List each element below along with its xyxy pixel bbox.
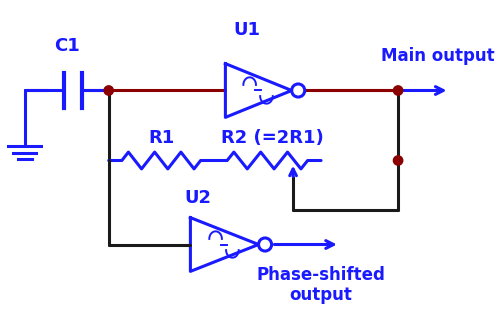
Text: R1: R1 <box>148 129 174 147</box>
Text: Phase-shifted
output: Phase-shifted output <box>256 266 386 304</box>
Text: Main output: Main output <box>381 47 494 65</box>
Circle shape <box>394 86 402 95</box>
Text: R2 (=2R1): R2 (=2R1) <box>220 129 324 147</box>
Text: U1: U1 <box>233 21 260 39</box>
Text: C1: C1 <box>54 38 80 56</box>
Text: U2: U2 <box>184 189 211 206</box>
Circle shape <box>104 86 114 95</box>
Circle shape <box>394 156 402 165</box>
